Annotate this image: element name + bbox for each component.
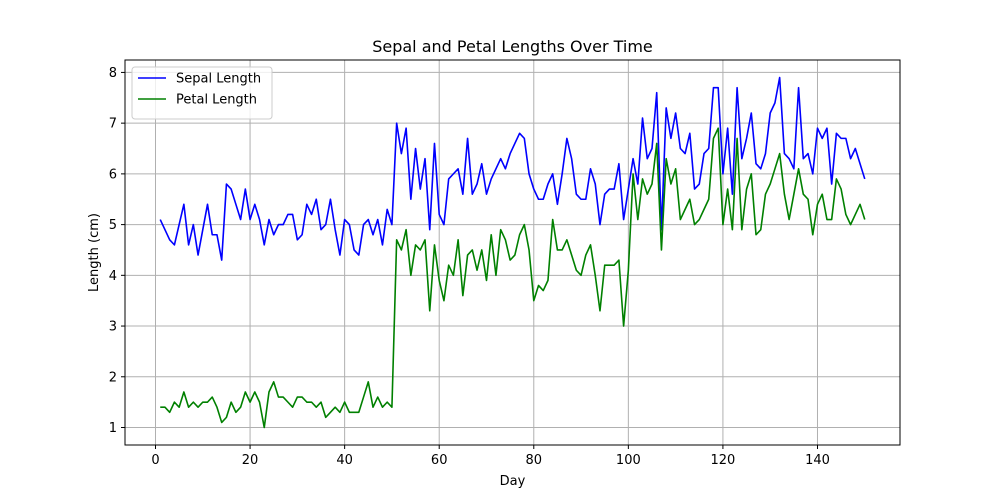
sepal-length-line [159,76,866,261]
x-tick-label: 80 [526,453,543,468]
x-tick-label: 20 [242,453,259,468]
legend: Sepal Length Petal Length [131,66,273,120]
x-axis: 0 20 40 60 80 100 120 140 [151,445,830,468]
series-layer [159,76,866,429]
chart-title: Sepal and Petal Lengths Over Time [372,37,653,56]
legend-label-sepal-length: Sepal Length [176,72,261,87]
x-tick-label: 40 [336,453,353,468]
x-tick-label: 60 [431,453,448,468]
y-tick-label: 1 [109,421,117,436]
y-axis: 1 2 3 4 5 6 7 8 [109,66,125,436]
plot-area-frame [124,59,901,446]
x-tick-label: 0 [151,453,159,468]
x-tick-label: 120 [711,453,736,468]
legend-label-petal-length: Petal Length [176,93,257,108]
x-tick-label: 140 [805,453,830,468]
petal-length-line [160,127,866,429]
y-tick-label: 6 [109,167,117,182]
y-tick-label: 4 [109,269,117,284]
y-tick-label: 8 [109,66,117,81]
y-tick-label: 3 [109,320,117,335]
y-tick-label: 5 [109,218,117,233]
legend-box [131,66,273,120]
y-tick-label: 7 [109,117,117,132]
y-tick-label: 2 [109,370,117,385]
x-axis-label: Day [500,474,526,489]
grid [125,60,900,445]
x-tick-label: 100 [616,453,641,468]
y-axis-label: Length (cm) [87,213,102,292]
